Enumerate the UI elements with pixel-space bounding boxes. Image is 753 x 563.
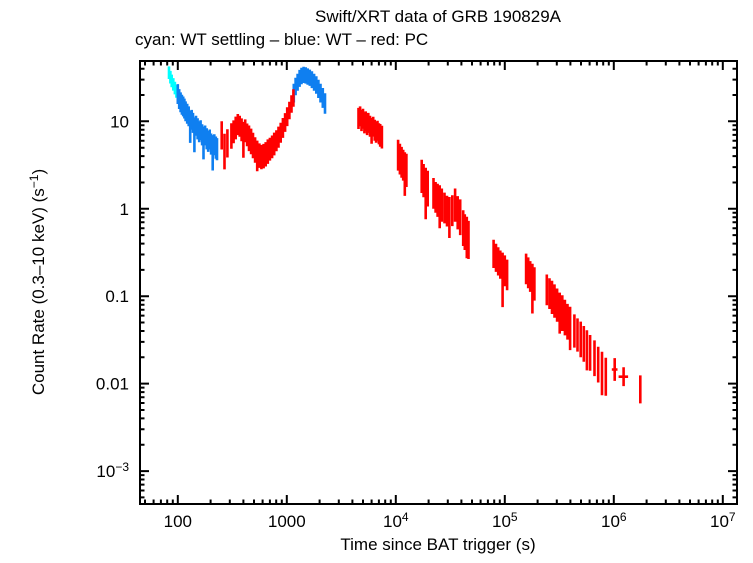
x-tick-label: 100 (164, 512, 192, 531)
y-tick-labels: 10 1 0.1 0.01 10−3 (96, 112, 129, 481)
x-tick-label: 106 (601, 510, 627, 531)
series-pc (220, 89, 642, 404)
x-tick-label: 107 (710, 510, 736, 531)
axis-ticks (140, 61, 737, 504)
y-tick-label: 0.01 (96, 375, 129, 394)
plot-title: Swift/XRT data of GRB 190829A (315, 7, 562, 26)
y-tick-label: 1 (120, 200, 129, 219)
y-tick-label: 10 (110, 112, 129, 131)
data-series (167, 66, 642, 404)
x-tick-label: 1000 (268, 512, 306, 531)
x-axis-label: Time since BAT trigger (s) (340, 535, 535, 554)
svg-text:Count Rate (0.3–10 keV) (s−1): Count Rate (0.3–10 keV) (s−1) (27, 169, 48, 395)
x-tick-label: 104 (383, 510, 409, 531)
plot-frame (139, 60, 738, 505)
y-axis-label: Count Rate (0.3–10 keV) (s−1) (27, 169, 48, 395)
y-tick-label: 0.1 (105, 287, 129, 306)
plot-subtitle: cyan: WT settling – blue: WT – red: PC (135, 30, 428, 49)
series-wt-settling (167, 66, 178, 98)
x-tick-labels: 100 1000 104 105 106 107 (164, 510, 736, 531)
x-tick-label: 105 (492, 510, 518, 531)
y-tick-label: 10−3 (96, 460, 129, 481)
series-wt (176, 66, 327, 171)
